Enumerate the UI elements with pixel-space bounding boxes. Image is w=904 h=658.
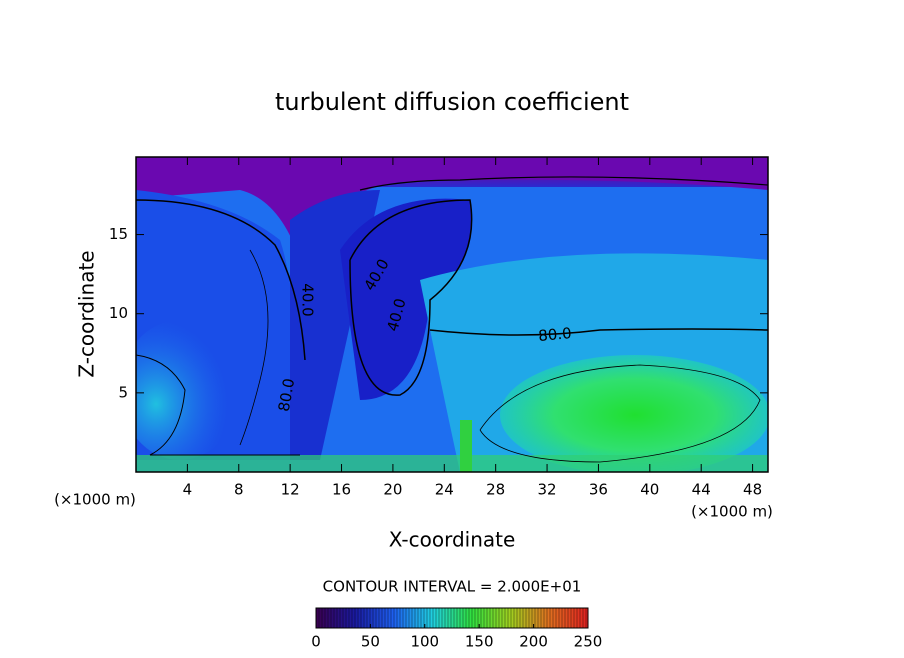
contour-interval: CONTOUR INTERVAL = 2.000E+01: [323, 578, 582, 596]
x-axis-label: X-coordinate: [389, 528, 516, 552]
x-tick-label: 44: [692, 481, 711, 499]
colorbar-tick-label: 0: [311, 633, 321, 651]
x-tick-label: 12: [281, 481, 300, 499]
y-axis-label: Z-coordinate: [75, 250, 99, 377]
plot-frame: [135, 156, 769, 473]
contour-label: 80.0: [538, 324, 573, 345]
x-tick-label: 24: [435, 481, 454, 499]
x-tick-label: 32: [538, 481, 557, 499]
contour-label: 80.0: [275, 377, 299, 413]
colorbar-tick-label: 50: [361, 633, 380, 651]
x-tick-label: 20: [383, 481, 402, 499]
colorbar-tick-label: 150: [465, 633, 494, 651]
x-tick-label: 28: [486, 481, 505, 499]
y-tick-label: 5: [118, 383, 128, 401]
x-tick-label: 16: [332, 481, 351, 499]
colorbar-tick-label: 100: [410, 633, 439, 651]
y-tick-label: 15: [109, 225, 128, 243]
x-unit: (×1000 m): [691, 503, 773, 521]
x-tick-label: 48: [743, 481, 762, 499]
x-tick-label: 4: [183, 481, 193, 499]
colorbar-tick-label: 250: [574, 633, 603, 651]
colorbar-tick-label: 200: [519, 633, 548, 651]
contour-field: [136, 157, 768, 472]
contour-label: 40.0: [299, 283, 317, 316]
x-tick-label: 40: [640, 481, 659, 499]
y-tick-label: 10: [109, 304, 128, 322]
x-tick-label: 8: [234, 481, 244, 499]
chart-title: turbulent diffusion coefficient: [275, 88, 629, 116]
x-tick-label: 36: [589, 481, 608, 499]
x-unit: (×1000 m): [54, 491, 136, 509]
